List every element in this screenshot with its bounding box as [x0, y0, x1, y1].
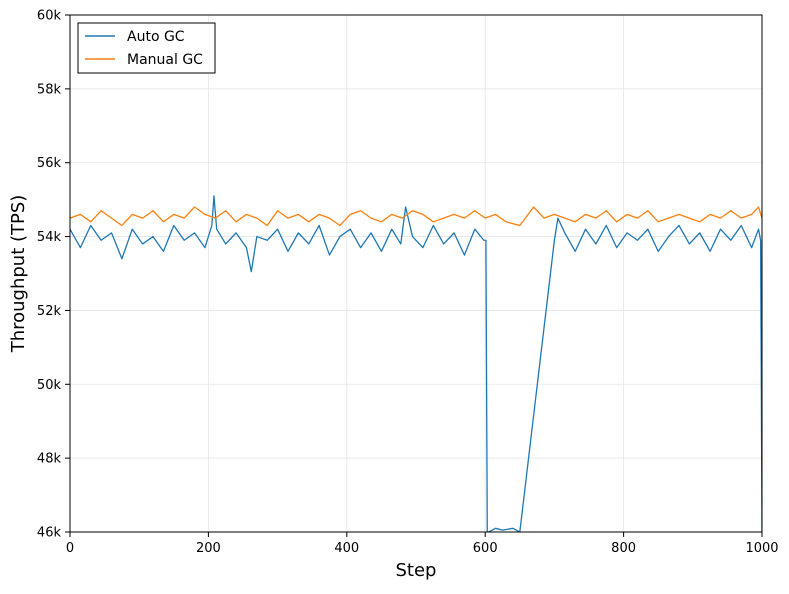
legend: Auto GC Manual GC [77, 22, 216, 74]
legend-label-auto-gc: Auto GC [127, 29, 185, 45]
y-tick-label: 52k [37, 304, 62, 319]
x-tick-label: 1000 [745, 541, 778, 556]
legend-box [77, 22, 216, 74]
y-tick-label: 46k [37, 526, 62, 541]
x-tick-label: 200 [196, 541, 221, 556]
y-tick-label: 50k [37, 378, 62, 393]
x-tick-label: 800 [611, 541, 636, 556]
x-tick-label: 600 [473, 541, 498, 556]
series-line-auto-gc [70, 195, 762, 532]
series-line-manual-gc [70, 206, 762, 227]
plot-frame [69, 14, 763, 533]
y-axis-title: Throughput (TPS) [8, 195, 29, 354]
x-tick-label: 0 [66, 541, 74, 556]
x-axis-title: Step [396, 560, 437, 581]
legend-label-manual-gc: Manual GC [127, 52, 203, 68]
grid-layer [69, 14, 763, 533]
y-tick-label: 58k [37, 82, 62, 97]
y-tick-label: 54k [37, 230, 62, 245]
y-tick-label: 56k [37, 156, 62, 171]
x-tick-label: 400 [334, 541, 359, 556]
tick-layer: 0 200 400 600 800 1000 46k 48k 50k 52k 54k 56k 58k 60… [37, 9, 779, 557]
y-tick-label: 48k [37, 452, 62, 467]
series-layer [70, 195, 762, 532]
y-tick-label: 60k [37, 9, 62, 24]
